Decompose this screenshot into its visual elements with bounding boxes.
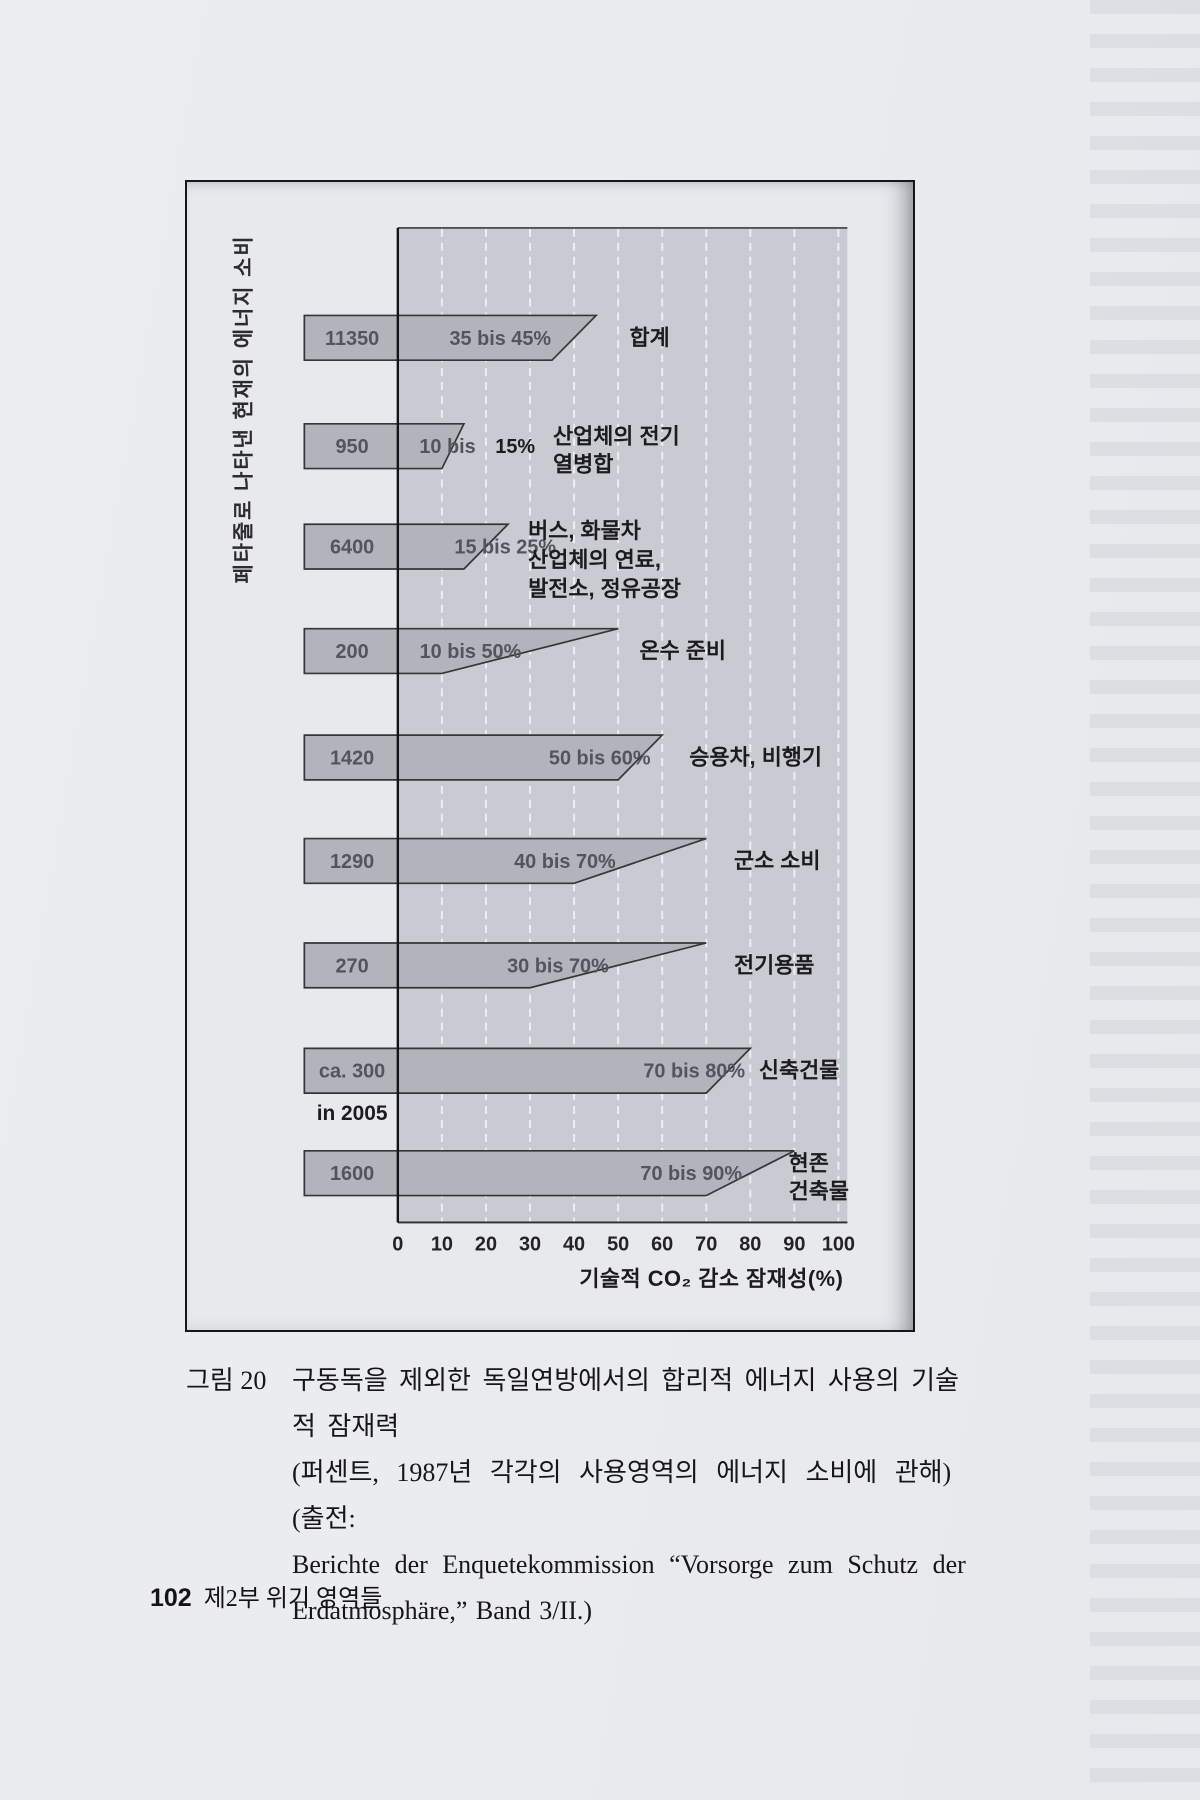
bar-category-label: 건축물 [789,1179,849,1204]
x-tick-label: 70 [695,1233,717,1255]
range-bar [303,837,707,885]
bar-range-label: 10 bis 50% [420,641,522,663]
x-tick-label: 20 [475,1233,497,1255]
bar-value-label: 1290 [330,851,374,873]
x-tick-label: 50 [607,1233,629,1255]
bar-value-label: ca. 300 [319,1061,385,1083]
range-bar [303,523,510,570]
caption-line: Berichte der Enquetekommission “Vorsorge… [292,1550,966,1579]
bar-category-label: 합계 [630,325,670,350]
bar-category-label: 열병합 [553,452,613,477]
section-title: 제2부 위기 영역들 [203,1586,383,1612]
bar-category-label: 온수 준비 [640,638,727,663]
figure-number: 그림 20 [186,1366,267,1395]
bar-range-label: 40 bis 70% [514,851,616,873]
bar-range-label: 35 bis 45% [449,328,551,350]
y-axis-title: 페타줄로 나타낸 현재의 에너지 소비 [233,234,256,583]
caption-line: 구동독을 제외한 독일연방에서의 합리적 에너지 사용의 기술적 잠재력 [292,1366,960,1441]
bar-range-label: 50 bis 60% [549,747,651,769]
bar-range-label: 10 bis [419,436,475,458]
bar-value-label: 950 [336,436,369,458]
bar-value-label: 200 [336,641,369,663]
bar-category-label: 신축건물 [759,1058,839,1083]
bar-category-label: 군소 소비 [734,848,821,873]
bar-category-label: 산업체의 연료, [528,547,661,572]
x-tick-label: 60 [651,1233,673,1255]
bar-value-label: 1420 [330,747,374,769]
range-bar [303,422,466,470]
bar-value-label: 1600 [330,1163,374,1185]
x-tick-label: 10 [431,1233,453,1255]
bar-category-label: 버스, 화물차 [528,518,641,543]
bar-category-label: 산업체의 전기 [553,424,680,449]
bar-range-label: 70 bis 80% [643,1061,745,1083]
caption-line: Erdatmosphäre,” Band 3/II.) [292,1596,593,1625]
bar-value-label: 270 [336,955,369,977]
x-tick-label: 80 [739,1233,761,1255]
bar-category-label: 승용차, 비행기 [689,744,822,769]
bar-category-label: 현존 [789,1151,829,1176]
x-axis-title: 기술적 CO₂ 감소 잠재성(%) [579,1266,843,1291]
bar-value-sublabel: in 2005 [317,1102,388,1125]
page-footer: 102 제2부 위기 영역들 [150,1578,382,1613]
caption-line: (퍼센트, 1987년 각각의 사용영역의 에너지 소비에 관해) (출전: [292,1458,952,1533]
bar-range-label-max: 15% [495,436,535,458]
bar-value-label: 11350 [325,328,379,350]
range-bar [303,734,665,781]
bar-range-label: 15 bis 25% [454,537,556,559]
bar-value-label: 6400 [330,537,374,559]
figure-caption: 그림 20 구동독을 제외한 독일연방에서의 합리적 에너지 사용의 기술적 잠… [186,1358,968,1634]
page-number: 102 [150,1584,192,1612]
range-bar [303,314,599,362]
range-bar [303,1047,753,1094]
x-tick-label: 30 [519,1233,541,1255]
x-tick-label: 40 [563,1233,585,1255]
x-tick-label: 100 [822,1233,855,1255]
range-bar [303,1149,795,1197]
bar-category-label: 발전소, 정유공장 [528,576,681,601]
bar-range-label: 70 bis 90% [640,1163,742,1185]
range-bar [303,942,707,989]
range-bar [303,627,619,675]
bar-category-label: 전기용품 [734,952,814,977]
bar-range-label: 30 bis 70% [507,955,609,977]
caption-text: 구동독을 제외한 독일연방에서의 합리적 에너지 사용의 기술적 잠재력 (퍼센… [292,1358,968,1634]
x-tick-label: 90 [783,1233,805,1255]
x-tick-label: 0 [392,1233,403,1255]
